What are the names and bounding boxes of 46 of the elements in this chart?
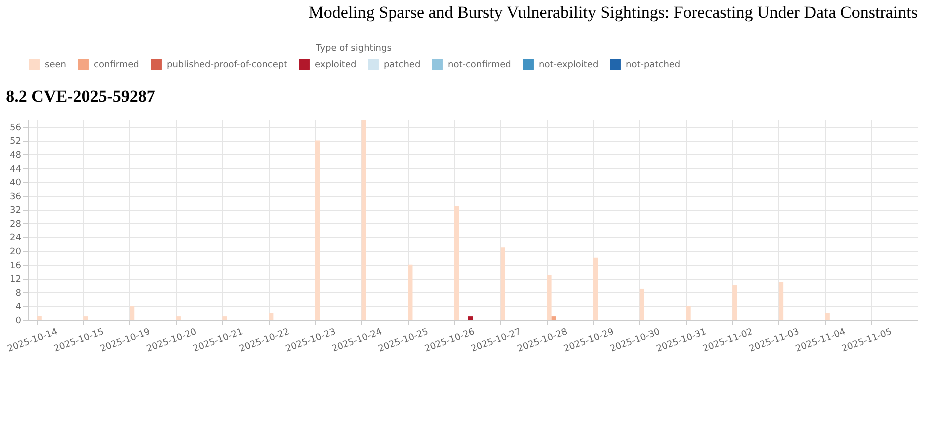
bar <box>269 313 274 320</box>
bar <box>686 306 691 320</box>
y-tick-label: 12 <box>10 275 22 286</box>
text: Modeling Sparse and Bursty Vulnerability Sightings: Forecasting Under Data Constraints <box>308 3 918 22</box>
legend-label: confirmed <box>94 60 140 71</box>
y-tick-label: 36 <box>10 192 22 202</box>
legend-label: exploited <box>315 60 357 71</box>
y-tick-label: 4 <box>16 302 22 313</box>
y-tick-label: 0 <box>16 316 22 326</box>
bar <box>640 288 645 320</box>
legend-title: Type of sightings <box>315 44 392 54</box>
bar <box>468 316 473 320</box>
bar <box>500 248 506 320</box>
bar <box>825 313 830 320</box>
y-tick-label: 48 <box>10 150 22 161</box>
bar <box>552 316 556 320</box>
legend-label: not-patched <box>626 60 681 71</box>
legend-label: patched <box>384 60 421 71</box>
y-tick-label: 28 <box>10 220 22 230</box>
y-tick-label: 20 <box>10 248 22 258</box>
bar <box>778 282 784 320</box>
bar <box>37 316 42 320</box>
legend-label: not-exploited <box>539 60 599 71</box>
y-tick-label: 16 <box>10 261 22 272</box>
bar <box>315 140 320 320</box>
bar <box>732 286 738 320</box>
bar <box>547 275 552 320</box>
bar <box>454 206 460 320</box>
y-tick-label: 32 <box>10 206 22 216</box>
bar <box>176 316 181 320</box>
y-tick-label: 8 <box>16 288 22 299</box>
legend-label: published-proof-of-concept <box>167 60 288 71</box>
legend-label: seen <box>45 60 66 71</box>
bar <box>84 316 88 320</box>
chart-title: 8.2 CVE-2025-59287 <box>6 87 156 106</box>
legend-label: not-confirmed <box>448 60 512 71</box>
bar <box>362 120 366 320</box>
bar <box>594 258 598 320</box>
bar <box>222 316 228 320</box>
y-tick-label: 56 <box>10 123 22 134</box>
bar <box>408 264 413 320</box>
y-tick-label: 44 <box>10 164 22 175</box>
bar <box>130 306 135 320</box>
y-tick-label: 24 <box>10 234 22 244</box>
y-tick-label: 40 <box>10 178 22 189</box>
y-tick-label: 52 <box>10 137 22 148</box>
